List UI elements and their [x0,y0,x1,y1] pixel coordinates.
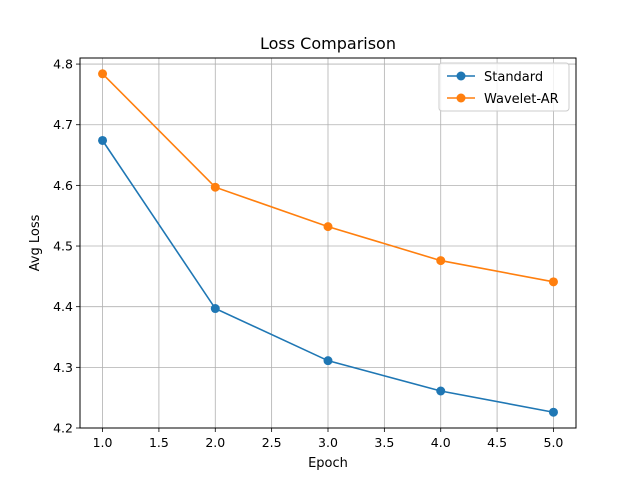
legend-label: Standard [484,70,543,85]
legend-entry-standard: Standard [447,70,543,85]
legend-label: Wavelet-AR [484,92,559,107]
x-tick-label: 5.0 [544,435,564,450]
x-tick-label: 3.5 [374,435,394,450]
series-standard [98,135,558,417]
x-tick-label: 2.5 [262,435,282,450]
legend-entry-wavelet-ar: Wavelet-AR [447,92,559,107]
y-tick-label: 4.8 [53,57,73,72]
data-point-wavelet-ar [98,69,108,79]
data-point-wavelet-ar [548,277,558,287]
x-tick-label: 1.0 [93,435,113,450]
chart-title: Loss Comparison [260,34,396,53]
data-point-standard [548,407,558,417]
x-tick-label: 3.0 [318,435,338,450]
data-point-wavelet-ar [436,256,446,266]
y-tick-label: 4.2 [53,421,73,436]
x-tick-label: 2.0 [205,435,225,450]
legend-box [438,62,570,112]
legend-marker [456,93,466,103]
y-axis-title: Avg Loss [28,214,43,271]
x-tick-label: 4.5 [487,435,507,450]
ticks: 1.0 1.5 2.0 2.5 3.0 3.5 4.0 4.5 5.0 4.2 4.3 4.4 4.5 4… [53,57,563,450]
y-tick-label: 4.5 [53,239,73,254]
y-tick-label: 4.4 [53,299,73,314]
y-tick-label: 4.7 [53,117,73,132]
x-tick-label: 4.0 [431,435,451,450]
legend-marker [456,71,466,81]
data-point-standard [436,386,446,396]
y-tick-label: 4.3 [53,360,73,375]
y-tick-label: 4.6 [53,178,73,193]
legend: Standard Wavelet-AR [438,62,570,112]
x-axis-title: Epoch [308,456,348,471]
series-group [98,69,558,417]
x-tick-label: 1.5 [149,435,169,450]
data-point-standard [210,304,220,314]
data-point-standard [323,356,333,366]
data-point-wavelet-ar [323,222,333,232]
data-point-standard [98,135,108,145]
data-point-wavelet-ar [210,182,220,192]
series-wavelet-ar [98,69,558,287]
